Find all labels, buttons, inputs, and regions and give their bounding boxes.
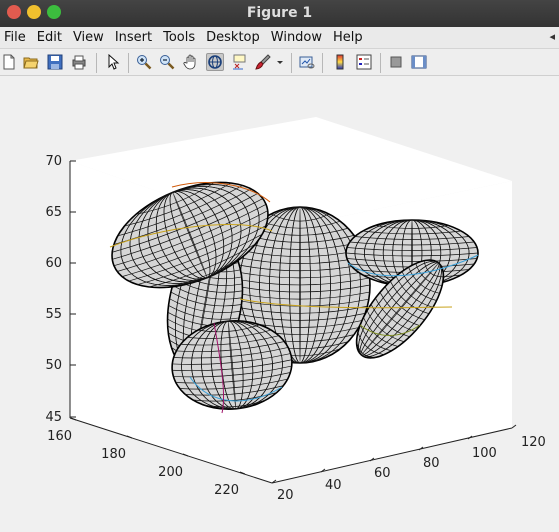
menu-tools[interactable]: Tools	[163, 30, 196, 45]
ellipsoid-bottom-left	[171, 320, 293, 410]
ellipsoid-right-tilted	[355, 259, 445, 359]
link-plot-icon[interactable]	[298, 53, 316, 71]
insert-legend-icon[interactable]	[355, 53, 373, 71]
toolbar-separator	[322, 53, 323, 73]
contour-curve	[239, 298, 453, 309]
menu-desktop[interactable]: Desktop	[206, 30, 260, 45]
contour-curve	[171, 182, 271, 203]
new-figure-icon[interactable]	[0, 53, 18, 71]
menu-window[interactable]: Window	[270, 30, 323, 45]
menu-bar: File Edit View Insert Tools Desktop Wind…	[0, 27, 559, 49]
zoom-in-icon[interactable]	[135, 53, 153, 71]
y-tick-label: 80	[423, 456, 440, 471]
y-tick-label: 120	[521, 435, 546, 450]
z-tick-label: 45	[45, 410, 62, 425]
z-tick-label: 55	[45, 307, 62, 322]
toolbar-separator	[96, 53, 97, 73]
contour-curve	[359, 324, 421, 336]
contour-curve	[189, 376, 283, 402]
menu-file[interactable]: File	[4, 30, 26, 45]
rotate-3d-icon[interactable]	[206, 53, 224, 71]
title-bar: Figure 1	[0, 0, 559, 27]
toolbar-separator	[128, 53, 129, 73]
y-tick-label: 20	[277, 488, 294, 503]
pan-icon[interactable]	[182, 53, 200, 71]
y-tick-marks	[271, 424, 517, 484]
print-icon[interactable]	[70, 53, 88, 71]
menu-help[interactable]: Help	[333, 30, 363, 45]
hide-plot-tools-icon[interactable]	[387, 53, 405, 71]
y-tick-label: 100	[472, 446, 497, 461]
menu-edit[interactable]: Edit	[36, 30, 62, 45]
contour-curve	[347, 254, 479, 277]
menu-view[interactable]: View	[72, 30, 104, 45]
toolbar-separator	[291, 53, 292, 73]
z-tick-label: 70	[45, 154, 62, 169]
z-tick-marks	[70, 160, 76, 418]
contour-curve	[109, 224, 273, 248]
figure-canvas[interactable]: 70 65 60 55 50 45 160 180 200 220 20 40 …	[0, 77, 559, 528]
data-cursor-icon[interactable]	[230, 53, 248, 71]
open-file-icon[interactable]	[22, 53, 40, 71]
pointer-icon[interactable]	[104, 53, 122, 71]
z-tick-group: 70 65 60 55 50 45	[45, 154, 76, 425]
close-button[interactable]	[7, 5, 21, 19]
y-tick-group: 20 40 60 80 100 120	[271, 424, 546, 503]
toolbar-separator	[380, 53, 381, 73]
x-tick-label: 220	[214, 483, 239, 498]
insert-colorbar-icon[interactable]	[331, 53, 349, 71]
y-tick-label: 40	[325, 478, 342, 493]
z-tick-label: 65	[45, 205, 62, 220]
maximize-button[interactable]	[47, 5, 61, 19]
menu-dock-arrow-icon[interactable]: ◂	[549, 30, 555, 43]
z-tick-label: 60	[45, 256, 62, 271]
z-tick-label: 50	[45, 358, 62, 373]
x-tick-label: 180	[101, 447, 126, 462]
zoom-out-icon[interactable]	[158, 53, 176, 71]
save-icon[interactable]	[46, 53, 64, 71]
y-axis-line	[271, 427, 513, 484]
x-tick-label: 160	[47, 429, 72, 444]
y-tick-label: 60	[374, 466, 391, 481]
x-axis-line	[69, 417, 273, 484]
window-title: Figure 1	[246, 5, 313, 21]
x-tick-group: 160 180 200 220	[47, 417, 246, 498]
dropdown-arrow-icon[interactable]	[274, 53, 286, 71]
contour-curve	[213, 322, 225, 414]
minimize-button[interactable]	[27, 5, 41, 19]
3d-axes[interactable]: 70 65 60 55 50 45 160 180 200 220 20 40 …	[0, 77, 559, 528]
window-controls	[7, 5, 61, 19]
axes-top-face	[70, 117, 512, 231]
x-tick-label: 200	[158, 465, 183, 480]
menu-insert[interactable]: Insert	[114, 30, 153, 45]
brush-icon[interactable]	[254, 53, 272, 71]
x-tick-marks	[70, 417, 246, 475]
show-plot-tools-icon[interactable]	[410, 53, 428, 71]
ellipsoid-top-left	[111, 181, 269, 289]
ellipsoid-surfaces	[109, 181, 479, 414]
figure-toolbar	[0, 49, 559, 76]
